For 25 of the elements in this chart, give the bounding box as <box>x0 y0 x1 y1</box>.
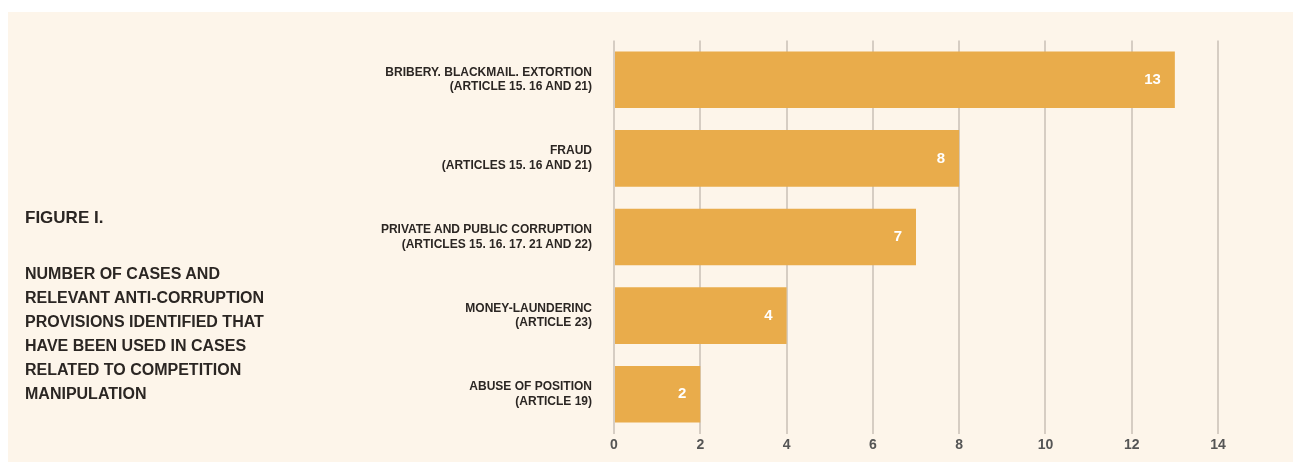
x-tick-label: 10 <box>1037 435 1054 452</box>
data-label: 7 <box>893 227 902 245</box>
bar <box>615 365 701 423</box>
x-tick-label: 14 <box>1210 435 1226 452</box>
data-label: 13 <box>1144 69 1161 87</box>
y-tick-label: FRAUD (ARTICLES 15. 16 AND 21) <box>441 143 593 172</box>
x-tick-label: 4 <box>782 435 791 452</box>
bar <box>615 51 1175 109</box>
y-tick-label: ABUSE OF POSITION (ARTICLE 19) <box>469 379 592 408</box>
x-tick-label: 0 <box>610 435 619 452</box>
y-tick-label: BRIBERY. BLACKMAIL. EXTORTION (ARTICLE 15. 16 AND 21) <box>385 64 592 94</box>
bar <box>615 208 916 266</box>
data-label: 4 <box>764 305 774 323</box>
data-label: 8 <box>936 148 946 166</box>
text: FIGURE I. <box>25 208 105 228</box>
data-label: 2 <box>677 384 687 402</box>
bar <box>615 130 960 187</box>
x-tick-label: 8 <box>955 435 964 452</box>
bar <box>615 287 787 344</box>
x-tick-label: 12 <box>1123 435 1140 452</box>
y-tick-label: MONEY-LAUNDERINC (ARTICLE 23) <box>465 300 593 330</box>
y-tick-label: PRIVATE AND PUBLIC CORRUPTION (ARTICLES 15. 16. 17. 21 AND 22) <box>380 222 592 251</box>
x-tick-label: 6 <box>868 435 877 452</box>
text: NUMBER OF CASES AND RELEVANT ANTI-CORRUPTION PROVISIONS IDENTIFIED THAT HAVE BEEN USED IN CASES RELATED TO COMPETITION MANIPULATION <box>25 264 266 404</box>
x-tick-label: 2 <box>696 435 705 452</box>
